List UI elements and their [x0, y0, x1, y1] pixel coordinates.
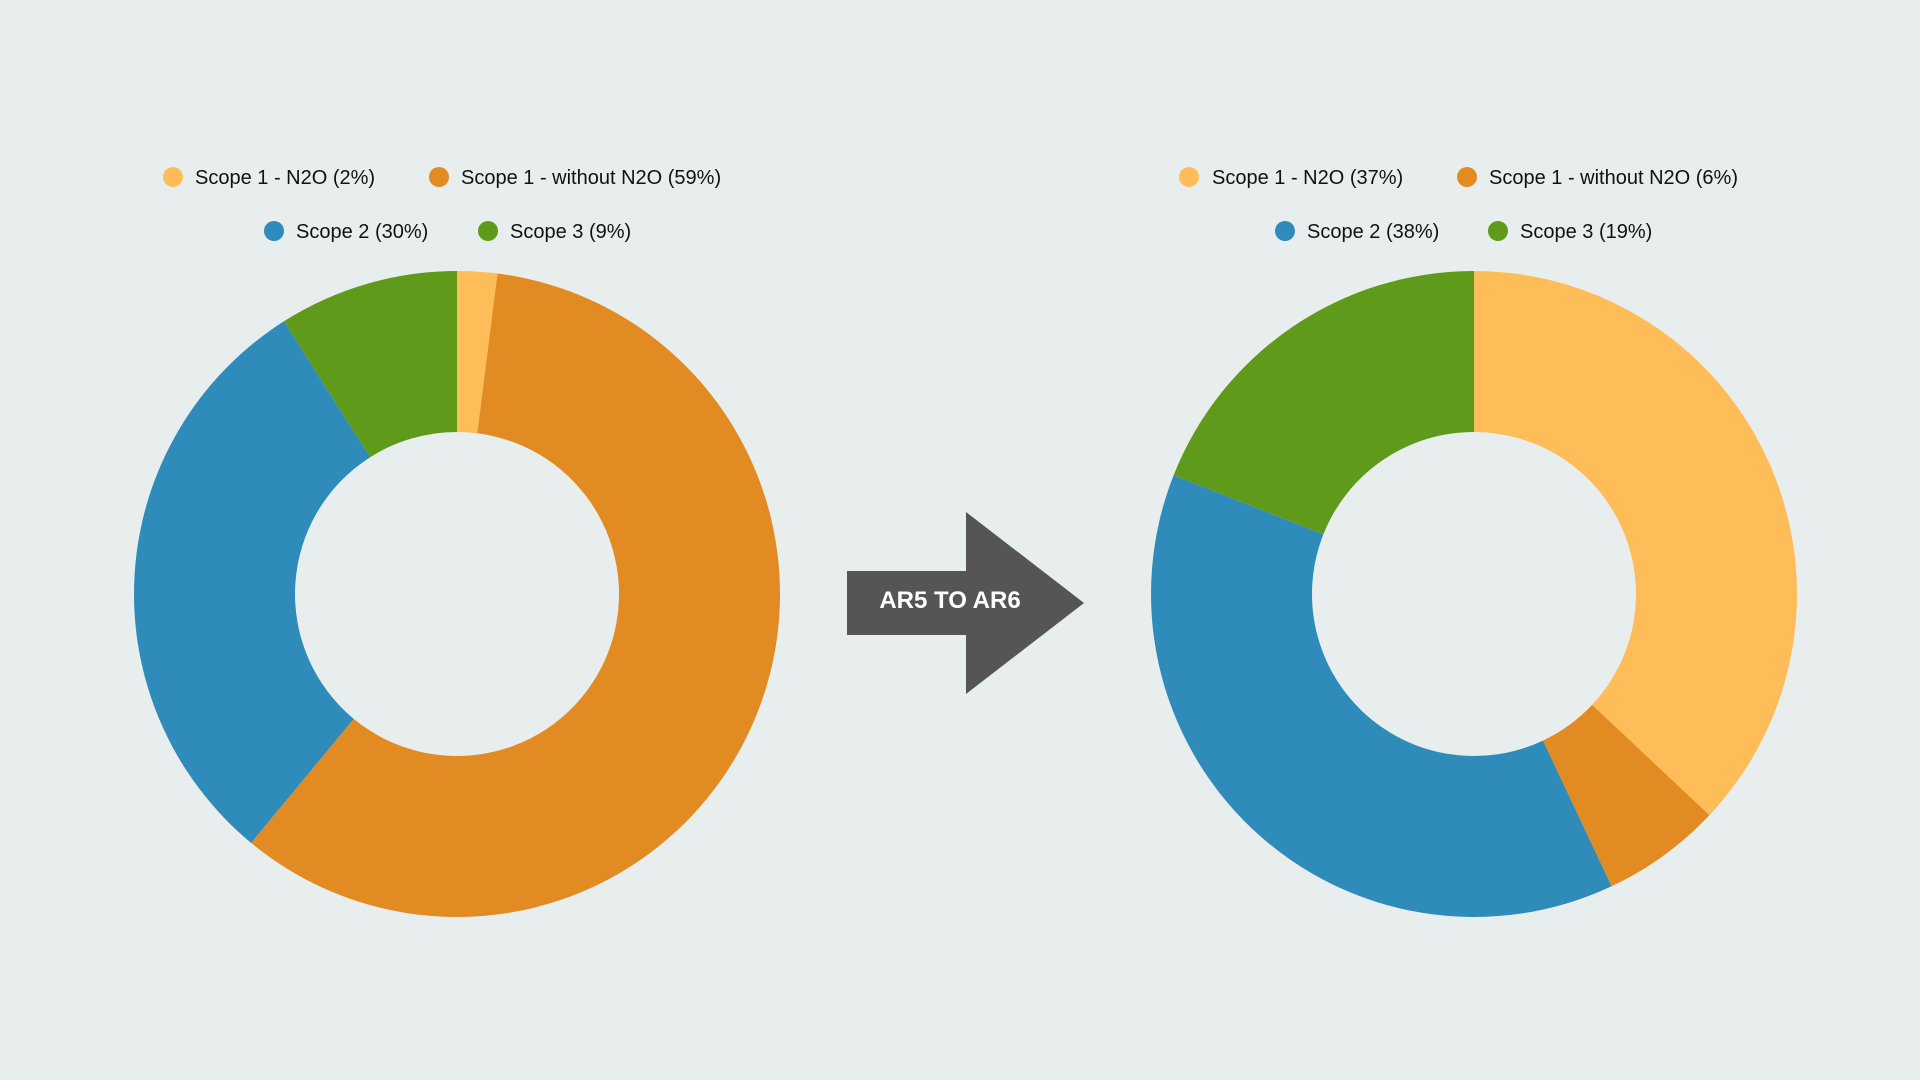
legend-swatch: [1488, 221, 1508, 241]
donut-slices: [1151, 271, 1797, 917]
legend-label: Scope 2 (38%): [1307, 221, 1439, 243]
legend: Scope 1 - N2O (37%) Scope 1 - without N2…: [1179, 167, 1738, 243]
donut-slice-scope-1-n2o[interactable]: [1474, 271, 1797, 816]
donut-slice-scope-1-without-n2o[interactable]: [251, 273, 781, 917]
arrow-shape: [847, 512, 1084, 694]
donut-slice-scope-2[interactable]: [1151, 475, 1612, 917]
legend-swatch: [1457, 167, 1477, 187]
donut-slice-scope-1-without-n2o[interactable]: [1542, 704, 1710, 887]
donut-slices: [133, 271, 781, 917]
legend-item[interactable]: Scope 2 (38%): [1275, 221, 1439, 243]
donut-chart-ar6: Scope 1 - N2O (37%) Scope 1 - without N2…: [1151, 167, 1797, 917]
arrow-label: AR5 TO AR6: [879, 587, 1020, 614]
legend-swatch: [1275, 221, 1295, 241]
donut-slice-scope-2[interactable]: [133, 321, 371, 843]
legend-item[interactable]: Scope 2 (30%): [264, 221, 428, 243]
legend: Scope 1 - N2O (2%) Scope 1 - without N2O…: [163, 167, 721, 243]
donut-slice-scope-1-n2o[interactable]: [457, 271, 498, 434]
legend-label: Scope 1 - N2O (37%): [1212, 167, 1403, 189]
legend-item[interactable]: Scope 1 - N2O (2%): [163, 167, 375, 189]
legend-item[interactable]: Scope 3 (9%): [478, 221, 631, 243]
legend-swatch: [163, 167, 183, 187]
legend-label: Scope 1 - without N2O (6%): [1489, 167, 1738, 189]
donut-slice-scope-3[interactable]: [283, 271, 457, 458]
donut-slice-scope-3[interactable]: [1173, 271, 1474, 535]
legend-label: Scope 3 (19%): [1520, 221, 1652, 243]
legend-label: Scope 3 (9%): [510, 221, 631, 243]
legend-label: Scope 1 - N2O (2%): [195, 167, 375, 189]
legend-swatch: [1179, 167, 1199, 187]
legend-label: Scope 1 - without N2O (59%): [461, 167, 721, 189]
legend-swatch: [429, 167, 449, 187]
legend-item[interactable]: Scope 1 - without N2O (6%): [1457, 167, 1738, 189]
legend-swatch: [478, 221, 498, 241]
donut-chart-ar5: Scope 1 - N2O (2%) Scope 1 - without N2O…: [133, 167, 781, 917]
transition-arrow: AR5 TO AR6: [847, 512, 1084, 694]
legend-item[interactable]: Scope 1 - N2O (37%): [1179, 167, 1403, 189]
legend-swatch: [264, 221, 284, 241]
legend-item[interactable]: Scope 1 - without N2O (59%): [429, 167, 721, 189]
legend-label: Scope 2 (30%): [296, 221, 428, 243]
legend-item[interactable]: Scope 3 (19%): [1488, 221, 1652, 243]
